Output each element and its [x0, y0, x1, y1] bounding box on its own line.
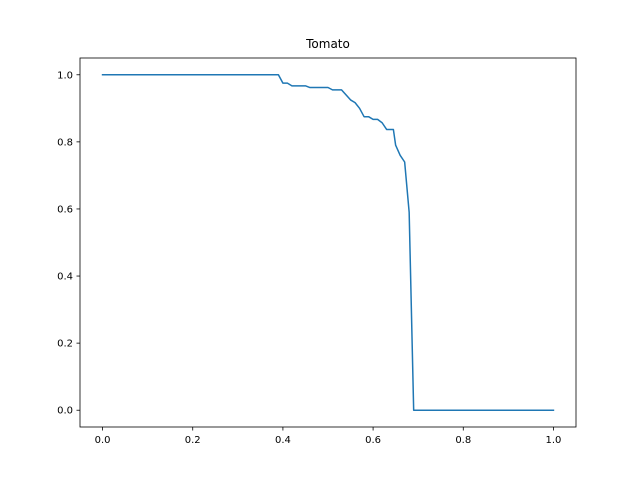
y-tick-label: 0.6 — [57, 204, 73, 215]
y-tick-label: 0.2 — [57, 339, 73, 350]
y-tick-label: 0.0 — [57, 406, 73, 417]
plot-frame — [79, 57, 577, 428]
x-tick-label: 0.0 — [95, 435, 111, 446]
y-tick-label: 1.0 — [57, 70, 73, 81]
chart-title: Tomato — [305, 37, 350, 51]
y-tick-label: 0.4 — [57, 272, 73, 283]
x-tick-label: 0.2 — [185, 435, 201, 446]
x-tick-label: 1.0 — [546, 435, 562, 446]
x-tick-label: 0.6 — [365, 435, 381, 446]
axis-ticks: 0.0 0.2 0.4 0.6 0.8 1.0 0.0 0.2 0.4 0.6 0.8 1.0 — [57, 70, 561, 446]
series-line — [101, 74, 555, 411]
x-tick-label: 0.4 — [275, 435, 291, 446]
x-tick-label: 0.8 — [455, 435, 471, 446]
plot-lines — [101, 74, 555, 411]
y-tick-label: 0.8 — [57, 137, 73, 148]
